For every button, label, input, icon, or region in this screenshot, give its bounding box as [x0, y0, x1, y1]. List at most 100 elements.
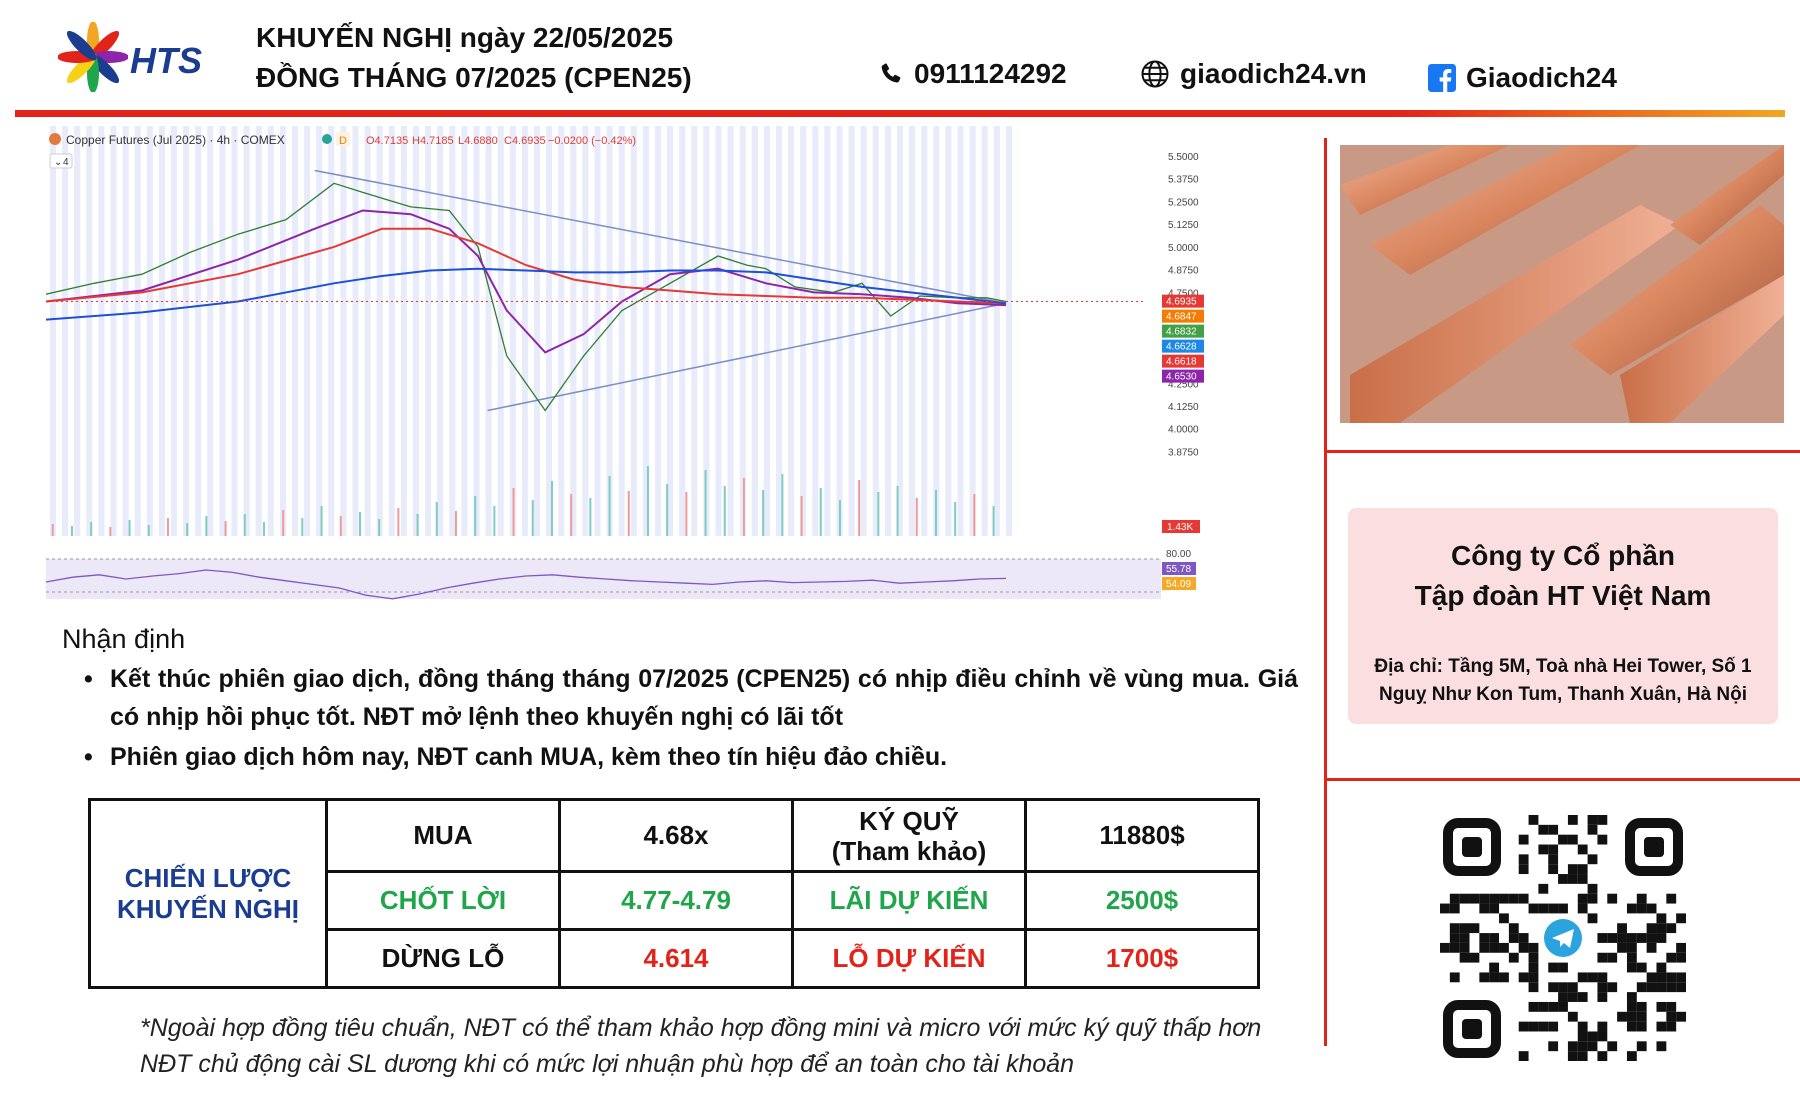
- ohlc-high: H4.7185: [412, 135, 454, 147]
- expected-profit-label: LÃI DỰ KIẾN: [791, 870, 1027, 931]
- series-line: [46, 267, 1007, 321]
- telegram-qr-code[interactable]: [1440, 815, 1686, 1061]
- volume-bar: [416, 514, 419, 536]
- margin-label: KÝ QUỸ (Tham khảo): [791, 798, 1027, 873]
- expected-loss-value: 1700$: [1024, 928, 1260, 989]
- volume-bar: [224, 521, 227, 536]
- facebook-icon: [1428, 64, 1456, 92]
- y-tick-label: 4.7500: [1168, 288, 1199, 299]
- buy-price: 4.68x: [558, 798, 794, 873]
- analysis-text-2: Phiên giao dịch hôm nay, NĐT canh MUA, k…: [110, 743, 948, 771]
- expected-profit-value: 2500$: [1024, 870, 1260, 931]
- volume-label-bg: [1162, 520, 1200, 533]
- y-tick-label: 5.0000: [1168, 243, 1199, 254]
- delay-badge: D: [339, 135, 347, 147]
- volume-bar: [301, 518, 304, 536]
- volume-label: 1.43K: [1167, 522, 1193, 533]
- company-name-line2: Tập đoàn HT Việt Nam: [1414, 580, 1712, 611]
- price-label-bg: [1162, 309, 1204, 323]
- volume-bar: [147, 525, 150, 536]
- ohlc-open: O4.7135: [366, 135, 408, 147]
- indicator-collapse-icon[interactable]: ⌄: [54, 157, 62, 168]
- volume-bar: [358, 512, 361, 536]
- volume-bar: [742, 478, 745, 536]
- y-tick-label: 5.1250: [1168, 220, 1199, 231]
- footnote-line-1: *Ngoài hợp đồng tiêu chuẩn, NĐT có thể t…: [140, 1014, 1262, 1042]
- page-title: KHUYẾN NGHỊ ngày 22/05/2025: [256, 22, 674, 53]
- volume-bar: [973, 494, 976, 536]
- volume-bar: [608, 476, 611, 536]
- price-label-bg: [1162, 324, 1204, 338]
- volume-bar: [666, 484, 669, 536]
- y-tick-label: 5.3750: [1168, 175, 1199, 186]
- hts-logo-icon: [58, 22, 128, 92]
- take-profit-label: CHỐT LỜI: [325, 870, 561, 931]
- price-label: 4.6935: [1166, 297, 1197, 308]
- volume-bar: [397, 508, 400, 536]
- volume-bar: [339, 516, 342, 536]
- rsi-line: [46, 569, 1007, 600]
- price-label: 4.6832: [1166, 327, 1197, 338]
- rsi-label: 55.78: [1166, 564, 1191, 575]
- take-profit-price: 4.77-4.79: [558, 870, 794, 931]
- volume-bar: [858, 480, 861, 536]
- price-label-bg: [1162, 354, 1204, 368]
- analysis-bullet: • Phiên giao dịch hôm nay, NĐT canh MUA, …: [84, 738, 1298, 776]
- website-contact[interactable]: giaodich24.vn: [1140, 58, 1367, 90]
- rsi-label-bg: [1162, 562, 1196, 575]
- price-chart: 5.5000 5.3750 5.2500 5.1250 5.0000 4.8750 4.75…: [46, 126, 1204, 612]
- volume-bar: [685, 492, 688, 536]
- series-line: [46, 209, 1007, 354]
- trendline: [487, 302, 1007, 412]
- volume-bar: [819, 488, 822, 536]
- buy-label: MUA: [325, 798, 561, 873]
- volume-bar: [186, 523, 189, 536]
- facebook-contact[interactable]: Giaodich24: [1428, 62, 1617, 94]
- ohlc-low: L4.6880: [458, 135, 498, 147]
- volume-bar: [166, 518, 169, 536]
- volume-bar: [435, 502, 438, 536]
- trendline: [314, 169, 1007, 305]
- volume-bar: [723, 486, 726, 536]
- y-tick-label: 4.0000: [1168, 425, 1199, 436]
- volume-bar: [762, 490, 765, 536]
- volume-bar: [51, 524, 54, 536]
- volume-bar: [320, 506, 323, 536]
- column-divider: [1324, 138, 1327, 1046]
- volume-bar: [954, 502, 957, 536]
- volume-bar: [877, 492, 880, 536]
- volume-bar: [915, 498, 918, 536]
- stop-loss-price: 4.614: [558, 928, 794, 989]
- volume-bar: [800, 496, 803, 536]
- volume-bar: [109, 527, 112, 536]
- volume-bar: [512, 488, 515, 536]
- phone-icon: [881, 63, 901, 83]
- price-label-bg: [1162, 294, 1204, 308]
- price-label: 4.6618: [1166, 357, 1197, 368]
- analysis-heading: Nhận định: [62, 624, 186, 654]
- volume-bar: [627, 491, 630, 536]
- header-divider: [15, 110, 1785, 117]
- volume-bar: [531, 500, 534, 536]
- volume-bar: [70, 526, 73, 536]
- section-divider: [1324, 778, 1800, 781]
- copper-icon: [49, 133, 61, 145]
- phone-contact[interactable]: 0911124292: [878, 58, 1067, 90]
- analysis-bullet: • Kết thúc phiên giao dịch, đồng tháng th…: [84, 660, 1298, 736]
- volume-bar: [896, 486, 899, 536]
- website-link: giaodich24.vn: [1180, 58, 1367, 89]
- volume-bar: [205, 516, 208, 536]
- series-line: [46, 182, 1007, 412]
- strategy-table: CHIẾN LƯỢC KHUYẾN NGHỊ MUA 4.68x KÝ QUỸ …: [88, 798, 1260, 989]
- price-label: 4.6530: [1166, 372, 1197, 383]
- rsi-label-bg: [1162, 577, 1196, 590]
- globe-icon: [1141, 60, 1169, 88]
- ohlc-change: −0.0200 (−0.42%): [548, 135, 636, 147]
- series-line: [46, 227, 1007, 305]
- volume-bar: [493, 506, 496, 536]
- volume-bar: [589, 498, 592, 536]
- y-tick-label: 3.8750: [1168, 447, 1199, 458]
- rsi-label: 54.09: [1166, 579, 1191, 590]
- volume-bar: [781, 474, 784, 536]
- price-label-bg: [1162, 339, 1204, 353]
